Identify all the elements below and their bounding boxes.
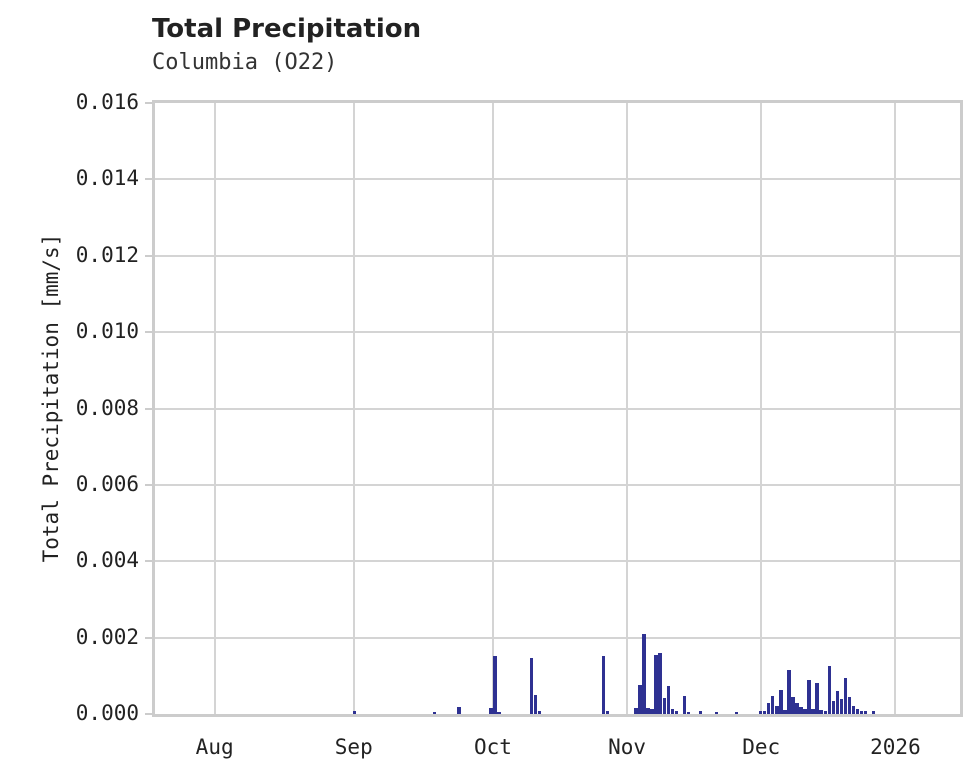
x-axis-tick-label: 2026 xyxy=(870,735,921,759)
bar xyxy=(783,709,787,714)
bar xyxy=(734,711,739,714)
bar xyxy=(493,655,497,714)
bar xyxy=(666,686,670,714)
bar xyxy=(827,666,831,714)
y-axis-tick-label: 0.002 xyxy=(75,624,139,649)
bar xyxy=(650,709,654,714)
y-axis-tick-mark xyxy=(145,331,152,334)
bar xyxy=(807,679,811,714)
bar xyxy=(759,710,763,714)
bar xyxy=(767,703,771,714)
bar xyxy=(763,710,767,714)
gridline-horizontal xyxy=(155,331,960,334)
chart-title: Total Precipitation xyxy=(152,14,422,44)
y-axis-tick-label: 0.014 xyxy=(75,166,139,191)
bar xyxy=(823,710,827,714)
bar xyxy=(457,706,461,714)
y-axis-tick-label: 0.008 xyxy=(75,395,139,420)
y-axis-tick-mark xyxy=(145,254,152,257)
bar xyxy=(771,695,775,714)
bar xyxy=(529,658,533,714)
bar xyxy=(682,696,686,714)
bar xyxy=(537,711,542,714)
bar xyxy=(863,710,868,714)
bar xyxy=(654,654,658,714)
bar xyxy=(658,652,662,714)
bar xyxy=(352,710,356,714)
bar xyxy=(433,712,437,714)
y-axis-tick-mark xyxy=(145,713,152,715)
bar xyxy=(855,709,859,714)
bar xyxy=(662,697,666,714)
y-axis-tick-mark xyxy=(145,636,152,639)
bar xyxy=(831,700,835,714)
bar xyxy=(795,702,799,714)
plot-inner xyxy=(155,103,960,714)
y-axis-tick-mark xyxy=(145,483,152,486)
x-axis-tick-label: Dec xyxy=(742,735,781,759)
y-axis-tick-mark xyxy=(145,560,152,563)
bar xyxy=(670,709,674,714)
bar xyxy=(787,670,791,714)
gridline-vertical xyxy=(760,103,763,714)
gridline-vertical xyxy=(894,103,897,714)
bar xyxy=(533,694,537,714)
y-axis-tick-label: 0.016 xyxy=(75,90,139,114)
y-axis-tick-mark xyxy=(145,178,152,181)
gridline-horizontal xyxy=(155,560,960,563)
gridline-horizontal xyxy=(155,407,960,410)
y-axis-tick-mark xyxy=(145,407,152,410)
bar xyxy=(714,711,719,714)
bar xyxy=(775,705,779,714)
bar xyxy=(835,691,839,714)
bar xyxy=(811,709,815,714)
gridline-vertical xyxy=(352,103,355,714)
x-axis-tick-label: Nov xyxy=(608,735,647,759)
bar xyxy=(497,711,501,714)
bar xyxy=(489,708,493,714)
bar xyxy=(815,683,819,714)
bar xyxy=(871,710,876,714)
x-axis-tick-label: Sep xyxy=(334,735,373,759)
gridline-horizontal xyxy=(155,483,960,486)
gridline-horizontal xyxy=(155,254,960,257)
bar xyxy=(791,696,795,714)
y-axis-tick-mark xyxy=(145,102,152,104)
bar xyxy=(674,710,678,714)
y-axis-tick-label: 0.010 xyxy=(75,319,139,344)
x-axis-tick-label: Aug xyxy=(195,735,234,759)
bar xyxy=(839,698,843,714)
y-axis-tick-label: 0.012 xyxy=(75,242,139,267)
bar xyxy=(779,690,783,714)
y-axis-tick-label: 0.006 xyxy=(75,471,139,496)
bar xyxy=(803,709,807,714)
bar xyxy=(646,707,650,714)
bar xyxy=(847,696,851,714)
bar xyxy=(859,710,864,714)
bar xyxy=(642,633,646,714)
x-axis-tick-label: Oct xyxy=(473,735,512,759)
gridline-horizontal xyxy=(155,636,960,639)
bar xyxy=(843,677,847,714)
y-axis-tick-label: 0.004 xyxy=(75,548,139,573)
gridline-vertical xyxy=(491,103,494,714)
plot-area xyxy=(152,100,963,717)
chart-subtitle: Columbia (O22) xyxy=(152,50,338,75)
bar xyxy=(602,656,606,714)
y-axis-tick-label: 0.000 xyxy=(75,701,139,725)
bar xyxy=(851,705,855,714)
gridline-horizontal xyxy=(155,178,960,181)
bar xyxy=(698,711,703,714)
bar xyxy=(634,708,638,714)
gridline-vertical xyxy=(213,103,216,714)
bar xyxy=(819,710,823,714)
bar xyxy=(686,712,690,714)
bar xyxy=(606,711,610,714)
bar xyxy=(638,685,642,714)
bar xyxy=(799,707,803,714)
gridline-vertical xyxy=(626,103,629,714)
